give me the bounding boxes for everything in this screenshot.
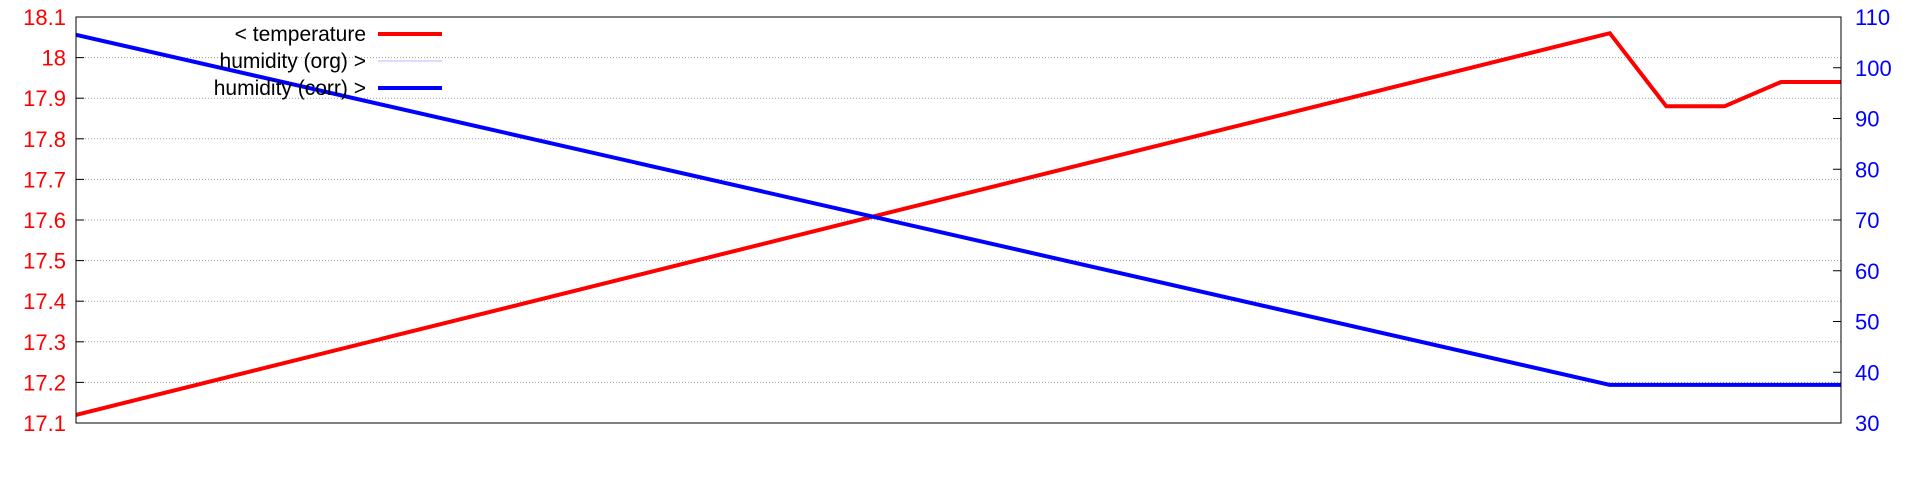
right-tick-label: 40 — [1855, 360, 1879, 385]
right-tick-label: 50 — [1855, 310, 1879, 335]
right-axis-ticks: 30 40 50 60 70 80 90 100 110 — [1833, 5, 1892, 436]
right-tick-label: 90 — [1855, 107, 1879, 132]
left-axis-ticks: 17.1 17.2 17.3 17.4 17.5 17.6 17.7 17.8 17.9 18 18… — [23, 5, 84, 436]
left-tick-label: 17.7 — [23, 167, 66, 192]
left-tick-label: 17.4 — [23, 289, 66, 314]
left-tick-label: 17.6 — [23, 208, 66, 233]
left-tick-label: 18.1 — [23, 5, 66, 30]
right-tick-label: 60 — [1855, 259, 1879, 284]
series-line-0 — [75, 30, 1841, 417]
right-tick-label: 30 — [1855, 411, 1879, 436]
left-tick-label: 17.2 — [23, 370, 66, 395]
series-lines — [75, 30, 1841, 417]
right-tick-label: 100 — [1855, 56, 1892, 81]
left-tick-label: 17.9 — [23, 86, 66, 111]
left-tick-label: 17.5 — [23, 249, 66, 274]
series-line-2 — [75, 32, 1841, 387]
right-tick-label: 80 — [1855, 157, 1879, 182]
right-tick-label: 70 — [1855, 208, 1879, 233]
legend-label: < temperature — [235, 23, 366, 46]
left-tick-label: 17.8 — [23, 127, 66, 152]
plot-frame — [75, 16, 1842, 424]
legend-label: humidity (org) > — [220, 50, 366, 73]
left-tick-label: 17.3 — [23, 330, 66, 355]
legend: < temperature humidity (org) > humidity (c… — [214, 23, 442, 100]
right-tick-label: 110 — [1855, 5, 1890, 30]
left-tick-label: 18 — [42, 46, 66, 71]
grid-lines — [76, 57, 1841, 383]
left-tick-label: 17.1 — [23, 411, 66, 436]
legend-label: humidity (corr) > — [214, 77, 366, 100]
